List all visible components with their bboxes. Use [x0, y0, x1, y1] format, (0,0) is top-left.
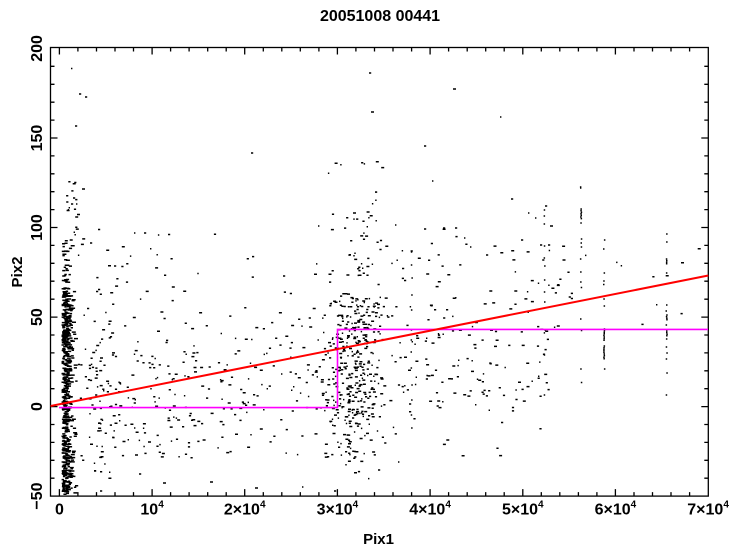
- svg-text:0: 0: [55, 502, 64, 519]
- svg-text:Pix2: Pix2: [9, 257, 26, 288]
- svg-text:6×104: 6×104: [595, 500, 637, 519]
- svg-text:−50: −50: [29, 482, 46, 509]
- svg-text:3×104: 3×104: [317, 500, 359, 519]
- svg-text:2×104: 2×104: [224, 500, 266, 519]
- svg-text:200: 200: [29, 35, 46, 62]
- svg-text:Pix1: Pix1: [363, 531, 394, 548]
- svg-text:50: 50: [29, 308, 46, 326]
- svg-text:5×104: 5×104: [502, 500, 544, 519]
- svg-text:7×104: 7×104: [687, 500, 729, 519]
- svg-text:20051008 00441: 20051008 00441: [320, 8, 440, 25]
- svg-text:4×104: 4×104: [409, 500, 451, 519]
- svg-text:150: 150: [29, 125, 46, 152]
- svg-text:0: 0: [29, 402, 46, 411]
- svg-text:100: 100: [29, 214, 46, 241]
